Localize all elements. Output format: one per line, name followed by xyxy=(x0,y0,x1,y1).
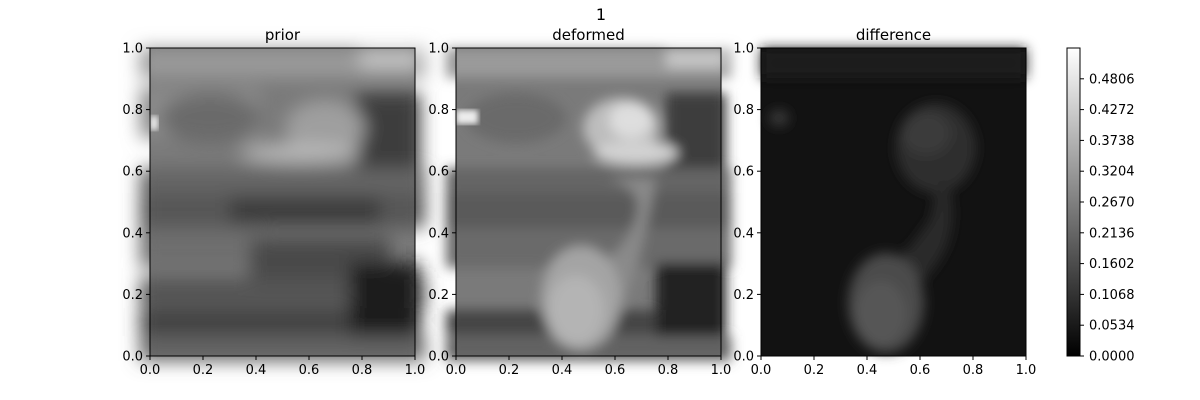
panel-deformed: 0.0 0.2 0.4 0.6 0.8 1.0 0.0 0.2 0.4 0.6 0.8 1.0 xyxy=(428,42,731,379)
x-tick-label: 0.6 xyxy=(299,363,320,378)
heatmap-image-deformed xyxy=(446,48,731,361)
x-tick-label: 0.4 xyxy=(552,363,573,378)
y-tick-label: 0.2 xyxy=(122,288,143,303)
x-tick-label: 0.4 xyxy=(857,363,878,378)
colorbar-tick-label: 0.1602 xyxy=(1089,257,1135,272)
x-tick-label: 0.0 xyxy=(751,363,772,378)
figure-suptitle: 1 xyxy=(596,5,606,24)
x-tick-label: 1.0 xyxy=(405,363,426,378)
colorbar-gradient xyxy=(1066,47,1081,357)
colorbar-tick-label: 0.3738 xyxy=(1089,134,1135,149)
y-tick-label: 0.8 xyxy=(733,103,754,118)
x-tick-label: 0.6 xyxy=(605,363,626,378)
y-tick-label: 0.6 xyxy=(122,165,143,180)
y-tick-label: 0.0 xyxy=(122,350,143,365)
y-tick-label: 0.2 xyxy=(733,288,754,303)
y-tick-label: 0.4 xyxy=(733,226,754,241)
y-tick-label: 0.2 xyxy=(428,288,449,303)
x-tick-label: 0.8 xyxy=(352,363,373,378)
axes-frame-difference xyxy=(760,47,1027,357)
colorbar: 0.0000 0.0534 0.1068 0.1602 0.2136 0.2670 0.32… xyxy=(1066,47,1135,365)
axes-frame-deformed xyxy=(455,47,722,357)
heatmap-image-prior xyxy=(140,48,425,361)
panel-title-difference: difference xyxy=(856,26,931,44)
colorbar-tick-label: 0.4272 xyxy=(1089,103,1135,118)
colorbar-tick-label: 0.0534 xyxy=(1089,319,1135,334)
colorbar-tick-label: 0.4806 xyxy=(1089,72,1135,87)
colorbar-tick-label: 0.1068 xyxy=(1089,288,1135,303)
y-axis-prior: 0.0 0.2 0.4 0.6 0.8 1.0 xyxy=(122,42,150,365)
y-axis-deformed: 0.0 0.2 0.4 0.6 0.8 1.0 xyxy=(428,42,456,365)
colorbar-tick-label: 0.3204 xyxy=(1089,165,1135,180)
y-tick-label: 0.6 xyxy=(733,165,754,180)
colorbar-ticks: 0.0000 0.0534 0.1068 0.1602 0.2136 0.2670 0.32… xyxy=(1080,72,1135,365)
axes-frame-prior xyxy=(149,47,416,357)
colorbar-tick-label: 0.0000 xyxy=(1089,350,1135,365)
panel-title-deformed: deformed xyxy=(552,26,624,44)
y-tick-label: 1.0 xyxy=(428,42,449,57)
y-tick-label: 0.0 xyxy=(428,350,449,365)
x-tick-label: 0.0 xyxy=(140,363,161,378)
x-tick-label: 0.4 xyxy=(246,363,267,378)
y-tick-label: 1.0 xyxy=(122,42,143,57)
x-tick-label: 0.0 xyxy=(446,363,467,378)
x-tick-label: 0.2 xyxy=(499,363,520,378)
x-tick-label: 0.8 xyxy=(658,363,679,378)
heatmap-image-difference xyxy=(761,48,1026,356)
colorbar-tick-label: 0.2670 xyxy=(1089,196,1135,211)
x-tick-label: 1.0 xyxy=(711,363,732,378)
y-tick-label: 0.6 xyxy=(428,165,449,180)
y-tick-label: 0.0 xyxy=(733,350,754,365)
y-axis-difference: 0.0 0.2 0.4 0.6 0.8 1.0 xyxy=(733,42,761,365)
panel-title-prior: prior xyxy=(265,26,301,44)
y-tick-label: 0.4 xyxy=(122,226,143,241)
y-tick-label: 0.8 xyxy=(122,103,143,118)
x-tick-label: 0.8 xyxy=(963,363,984,378)
y-tick-label: 1.0 xyxy=(733,42,754,57)
x-tick-label: 1.0 xyxy=(1016,363,1037,378)
x-axis-prior: 0.0 0.2 0.4 0.6 0.8 1.0 xyxy=(140,356,426,378)
panel-prior: 0.0 0.2 0.4 0.6 0.8 1.0 0.0 0.2 0.4 0.6 0.8 1.0 xyxy=(122,42,425,379)
x-axis-difference: 0.0 0.2 0.4 0.6 0.8 1.0 xyxy=(751,356,1037,378)
colorbar-tick-label: 0.2136 xyxy=(1089,226,1135,241)
x-tick-label: 0.2 xyxy=(804,363,825,378)
x-tick-label: 0.6 xyxy=(910,363,931,378)
y-tick-label: 0.4 xyxy=(428,226,449,241)
x-tick-label: 0.2 xyxy=(193,363,214,378)
x-axis-deformed: 0.0 0.2 0.4 0.6 0.8 1.0 xyxy=(446,356,732,378)
y-tick-label: 0.8 xyxy=(428,103,449,118)
panel-difference: 0.0 0.2 0.4 0.6 0.8 1.0 0.0 0.2 0.4 0.6 0.8 1.0 xyxy=(733,42,1036,379)
